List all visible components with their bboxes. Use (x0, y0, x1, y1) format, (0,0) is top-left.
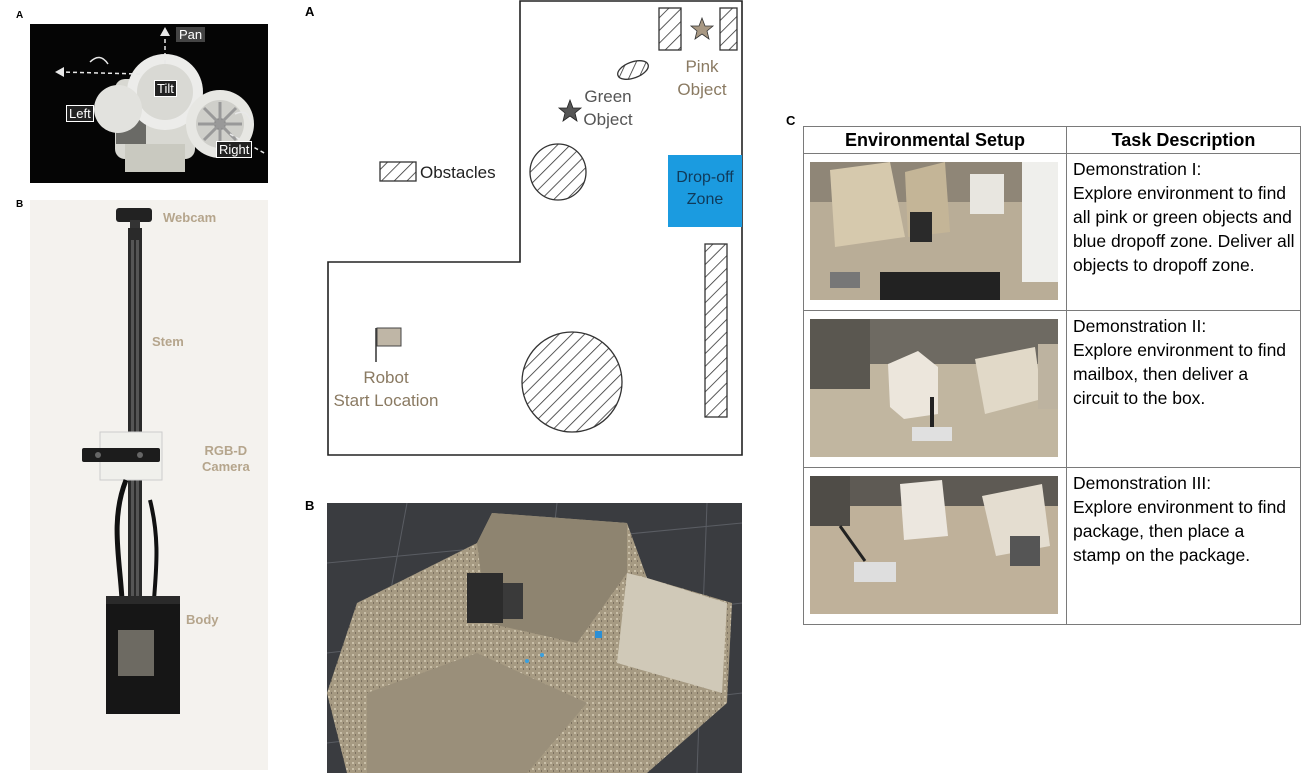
task-description: Demonstration I: Explore environment to … (1066, 153, 1301, 311)
dropoff-zone-label: Drop-off Zone (676, 169, 734, 208)
robot-head-photo: Pan Tilt Left Right (30, 24, 268, 183)
setup-photo-demo-2 (810, 319, 1058, 457)
robot-body-photo: Webcam Stem RGB-D Camera Body (30, 200, 268, 770)
header-environmental-setup: Environmental Setup (803, 126, 1067, 154)
obstacle-circle-small (529, 143, 587, 201)
setup-photo-demo-1 (810, 162, 1058, 300)
floor-map (327, 0, 743, 456)
green-object-label: Green Object (583, 87, 633, 129)
start-flag (376, 327, 402, 347)
pan-label: Pan (176, 27, 206, 42)
setup-cell (803, 310, 1067, 468)
table-row: Demonstration I: Explore environment to … (803, 153, 1301, 311)
header-task-description: Task Description (1066, 126, 1301, 154)
task-description: Demonstration III: Explore environment t… (1066, 467, 1301, 625)
obstacle-shelf-1 (658, 7, 682, 51)
panel-letter-table: C (786, 113, 796, 128)
body-label: Body (186, 612, 219, 627)
green-object-star (557, 98, 583, 122)
obstacle-circle-large (521, 331, 623, 433)
task-description-text: Demonstration III: Explore environment t… (1073, 473, 1287, 565)
setup-photo-demo-3 (810, 476, 1058, 614)
room-outline (327, 0, 743, 456)
task-description: Demonstration II: Explore environment to… (1066, 310, 1301, 468)
robot-head-illustration (55, 27, 267, 172)
panel-letter-pointcloud: B (305, 498, 315, 513)
setup-cell (803, 153, 1067, 311)
webcam-label: Webcam (163, 210, 217, 225)
panel-letter-map: A (305, 4, 315, 19)
pink-object-label: Pink Object (677, 57, 727, 99)
robot-start-label: Robot Start Location (333, 368, 439, 410)
table-header-row: Environmental Setup Task Description (803, 126, 1301, 154)
point-cloud-illustration (327, 503, 742, 773)
task-description-text: Demonstration II: Explore environment to… (1073, 316, 1287, 408)
table-row: Demonstration II: Explore environment to… (803, 310, 1301, 468)
task-description-text: Demonstration I: Explore environment to … (1073, 159, 1295, 275)
tilt-label: Tilt (154, 80, 177, 97)
stem-label: Stem (152, 334, 184, 349)
robot-body-illustration (82, 208, 180, 714)
obstacle-shelf-2 (719, 7, 738, 51)
obstacle-ellipse (617, 60, 649, 80)
right-label: Right (216, 141, 253, 158)
panel-letter-left-a: A (16, 10, 24, 21)
obstacles-label: Obstacles (420, 163, 496, 182)
dropoff-zone (668, 155, 742, 227)
setup-cell (803, 467, 1067, 625)
rgbd-camera-label: RGB-D Camera (202, 443, 250, 474)
left-label: Left (66, 105, 94, 122)
task-table: Environmental Setup Task Description Dem… (803, 126, 1301, 625)
point-cloud-image (327, 503, 742, 773)
pink-object-star (689, 16, 715, 40)
table-row: Demonstration III: Explore environment t… (803, 467, 1301, 625)
obstacle-tall (704, 243, 728, 418)
obstacles-legend-swatch (379, 161, 417, 182)
panel-letter-left-b: B (16, 199, 24, 210)
